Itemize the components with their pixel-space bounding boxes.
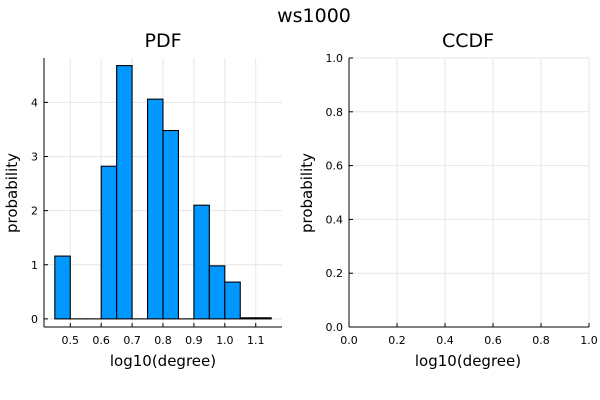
- pdf-bar: [193, 204, 210, 320]
- pdf-title: PDF: [144, 30, 181, 52]
- ccdf-x-tick-label: 0.8: [532, 334, 550, 347]
- pdf-y-tick-label: 3: [31, 151, 38, 164]
- pdf-x-tick-label: 0.6: [92, 334, 110, 347]
- ccdf-title: CCDF: [442, 30, 494, 52]
- pdf-bar: [54, 255, 71, 320]
- pdf-x-tick-label: 0.7: [123, 334, 141, 347]
- ccdf-y-tick-label: 1.0: [326, 52, 344, 65]
- pdf-y-tick-label: 0: [31, 313, 38, 326]
- pdf-bar: [224, 281, 241, 320]
- ccdf-y-tick-label: 0.2: [326, 267, 344, 280]
- pdf-x-tick-label: 0.5: [62, 334, 80, 347]
- pdf-x-ticks: 0.5 0.6 0.7 0.8 0.9 1.0 1.1: [62, 323, 265, 347]
- pdf-y-tick-label: 4: [31, 96, 38, 109]
- ccdf-y-tick-label: 0.8: [326, 106, 344, 119]
- pdf-bar: [146, 98, 164, 320]
- ccdf-y-label: probability: [298, 153, 316, 233]
- pdf-bar: [239, 317, 257, 320]
- pdf-x-tick-label: 1.1: [247, 334, 265, 347]
- pdf-x-tick-label: 1.0: [216, 334, 234, 347]
- ccdf-x-ticks: 0.0 0.2 0.4 0.6 0.8 1.0: [340, 323, 598, 347]
- ccdf-panel: CCDF 0.0 0.2 0.4 0.6 0.8 1.0 0.0 0.2 0.4 0.6 0.8 1…: [298, 30, 598, 370]
- figure-title: ws1000: [277, 5, 351, 27]
- pdf-bar: [255, 317, 272, 320]
- pdf-y-tick-label: 2: [31, 205, 38, 218]
- ccdf-y-tick-label: 0.6: [326, 160, 344, 173]
- pdf-x-tick-label: 0.8: [154, 334, 172, 347]
- ccdf-grid: [348, 57, 590, 328]
- pdf-panel: PDF 0.5 0.6 0.7 0.8 0.9 1.0 1.1 0 1 2 3 4 log10(de…: [3, 30, 282, 370]
- pdf-x-tick-label: 0.9: [185, 334, 203, 347]
- pdf-bar: [100, 165, 118, 320]
- ccdf-y-ticks: 0.0 0.2 0.4 0.6 0.8 1.0: [326, 52, 353, 334]
- pdf-x-label: log10(degree): [110, 352, 216, 370]
- pdf-bars: [54, 65, 272, 320]
- pdf-bar: [208, 265, 226, 320]
- pdf-y-tick-label: 1: [31, 259, 38, 272]
- ccdf-x-label: log10(degree): [415, 352, 521, 370]
- pdf-y-ticks: 0 1 2 3 4: [31, 96, 48, 326]
- ccdf-x-tick-label: 0.4: [436, 334, 454, 347]
- pdf-y-label: probability: [3, 153, 21, 233]
- ccdf-y-tick-label: 0.4: [326, 213, 344, 226]
- pdf-bar: [162, 129, 180, 320]
- ccdf-x-tick-label: 0.0: [340, 334, 358, 347]
- ccdf-y-tick-label: 0.0: [326, 321, 344, 334]
- ccdf-x-tick-label: 1.0: [580, 334, 598, 347]
- pdf-bar: [116, 65, 133, 320]
- ccdf-x-tick-label: 0.6: [484, 334, 502, 347]
- ccdf-x-tick-label: 0.2: [388, 334, 406, 347]
